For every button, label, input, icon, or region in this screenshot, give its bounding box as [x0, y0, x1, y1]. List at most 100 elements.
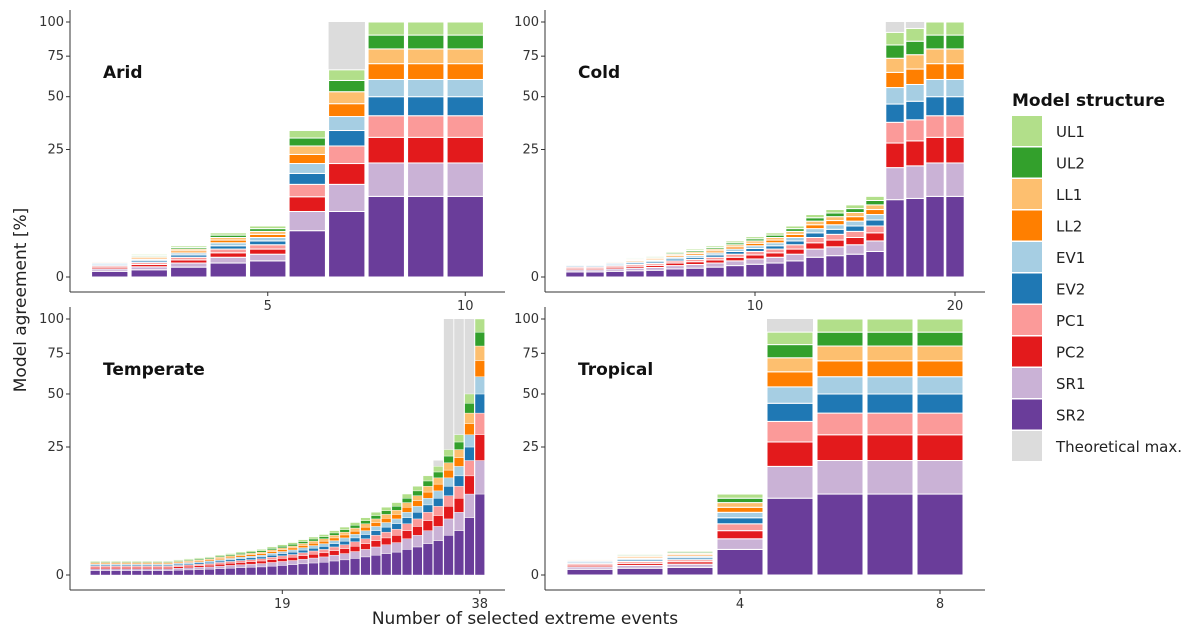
bar-segment-ul1: [121, 560, 132, 562]
bar-segment-ul1: [785, 225, 805, 230]
bar-segment-ul1: [111, 560, 121, 562]
bar-segment-pc2: [162, 567, 173, 569]
bar-segment-ev1: [865, 214, 885, 221]
bar-segment-sr1: [381, 544, 392, 554]
bar-segment-pc2: [916, 434, 964, 462]
bar-segment-sr2: [443, 535, 454, 576]
bar-segment-ev2: [412, 512, 423, 520]
bar-segment-ev2: [235, 558, 246, 561]
bar-segment-sr1: [249, 253, 287, 262]
bar-segment-pc1: [318, 549, 329, 554]
bar-segment-sr1: [194, 567, 205, 570]
bar-segment-pc1: [249, 244, 287, 250]
bar-segment-ul2: [266, 548, 277, 551]
bar-segment-pc2: [225, 563, 236, 566]
bar-segment-sr2: [716, 548, 764, 576]
y-tick-label: 0: [56, 568, 64, 583]
bar-segment-pc1: [194, 563, 205, 566]
bar-segment-pc1: [422, 512, 433, 521]
legend-label: EV2: [1056, 281, 1085, 299]
bar-segment-ul1: [214, 554, 225, 557]
bar-segment-pc2: [142, 567, 153, 569]
bar-segment-sr1: [370, 546, 381, 556]
panel-temperate: 0 25 50 75 100 19 38 Temperate: [39, 307, 505, 612]
bar-segment-sr2: [225, 568, 236, 576]
bar-segment-ev2: [805, 232, 825, 238]
bar-segment-pc1: [474, 412, 485, 435]
bar-segment-ul1: [645, 255, 665, 258]
bar-segment-ul1: [725, 240, 745, 244]
bar-segment-ul1: [209, 232, 247, 236]
bar-segment-sr2: [308, 562, 319, 576]
bar-segment-ul1: [585, 260, 605, 263]
bar-segment-sr1: [266, 562, 277, 567]
bar-segment-ll2: [350, 530, 361, 535]
bar-segment-pc2: [825, 239, 845, 248]
bar-segment-ul2: [885, 44, 905, 59]
bar-segment-pc2: [905, 140, 925, 167]
y-tick-label: 75: [522, 346, 539, 361]
bar-segment-ul1: [235, 551, 246, 554]
bar-segment-ev1: [916, 376, 964, 395]
bar-segment-pc2: [246, 561, 257, 565]
bar-segment-sr1: [765, 256, 785, 264]
panel-tropical: 0 25 50 75 100 4 8 Tropical: [514, 307, 985, 612]
bar-segment-ul1: [152, 560, 163, 562]
legend-label: PC1: [1056, 312, 1085, 330]
y-axis-title: Model agreement [%]: [11, 208, 31, 392]
bar-segment-pc2: [256, 560, 267, 564]
bar-segment-sr1: [298, 559, 309, 565]
bar-segment-ll2: [446, 63, 484, 80]
bar-segment-pc1: [287, 554, 298, 558]
bar-segment-sr2: [685, 267, 705, 278]
y-tick-label: 75: [522, 49, 539, 64]
bar-segment-sr1: [328, 183, 366, 212]
bar-segment-ev1: [277, 551, 288, 554]
bar-segment-ll2: [433, 483, 444, 492]
bar-segment-ev2: [249, 240, 287, 246]
bar-segment-pc2: [433, 515, 444, 527]
bar-segment-pc2: [716, 530, 764, 540]
bar-segment-ul1: [625, 256, 645, 259]
bar-segment-sr1: [422, 530, 433, 544]
legend-swatch-sr2: [1012, 399, 1042, 430]
y-tick-label: 25: [522, 143, 539, 158]
bar-segment-sr2: [142, 570, 153, 576]
bar-segment-sr2: [91, 270, 129, 278]
bar-segment-ev1: [454, 466, 464, 477]
bar-segment-sr1: [360, 549, 371, 558]
bar-segment-ev1: [256, 554, 267, 558]
bar-segment-pc1: [225, 561, 236, 564]
bar-segment-ev1: [328, 116, 366, 132]
x-tick-label: 19: [274, 597, 291, 612]
bar-segment-sr2: [412, 546, 423, 576]
bar-segment-ev1: [225, 558, 236, 561]
bar-segment-ev2: [287, 551, 298, 555]
bar-segment-sr2: [183, 569, 194, 576]
legend-label: PC2: [1056, 344, 1085, 362]
bar-segment-ev2: [845, 225, 865, 232]
bar-segment-sr1: [204, 566, 215, 570]
bar-segment-sr2: [235, 567, 246, 576]
bar-segment-ul2: [370, 515, 381, 520]
bar-segment-sr2: [422, 543, 433, 576]
bar-segment-sr2: [152, 570, 163, 576]
bar-segment-ev2: [266, 554, 277, 558]
bar-segment-ul1: [745, 236, 765, 240]
bar-segment-sr1: [474, 460, 485, 495]
bar-segment-ul2: [433, 471, 444, 479]
bar-segment-pc1: [925, 115, 945, 138]
bar-segment-sr1: [816, 460, 864, 495]
bar-segment-sr2: [298, 563, 309, 576]
bar-segment-ev2: [925, 96, 945, 117]
bar-segment-ul1: [308, 536, 319, 540]
bar-segment-ul2: [381, 510, 392, 515]
bar-theoretical-max: [905, 22, 925, 29]
legend-label: SR2: [1056, 407, 1086, 425]
bar-segment-sr2: [121, 570, 132, 576]
bar-segment-pc2: [111, 567, 121, 569]
legend-swatch-theoretical-max-: [1012, 431, 1042, 461]
bar-segment-ev1: [249, 236, 287, 242]
legend-label: EV1: [1056, 249, 1085, 267]
bar-segment-ev2: [407, 96, 445, 117]
